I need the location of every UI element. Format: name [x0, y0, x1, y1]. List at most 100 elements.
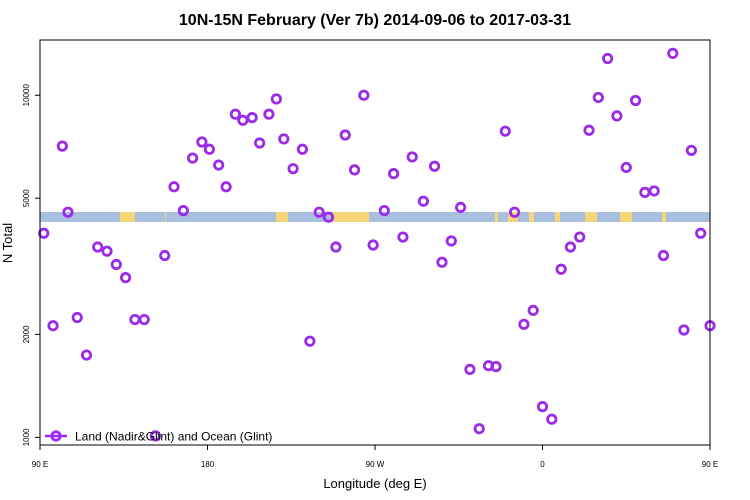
data-point: [602, 52, 614, 65]
data-point: [56, 140, 68, 152]
data-point: [629, 94, 642, 107]
data-point: [620, 161, 632, 174]
data-point: [455, 201, 467, 214]
data-point: [592, 91, 604, 104]
data-point: [270, 93, 282, 105]
data-point: [287, 163, 299, 175]
data-point: [685, 144, 697, 156]
data-point: [564, 241, 577, 253]
data-point: [367, 239, 379, 251]
legend: Land (Nadir&Glint) and Ocean (Glint): [45, 430, 272, 444]
data-points: [38, 47, 716, 442]
data-point: [546, 413, 558, 425]
data-point: [339, 129, 351, 141]
x-tick-label: 90 E: [32, 460, 48, 469]
y-axis: 1000 2000 5000 10000: [22, 84, 40, 446]
data-point: [348, 164, 361, 176]
land-segment: [333, 212, 369, 222]
data-point: [71, 311, 83, 324]
data-point: [149, 430, 161, 442]
data-point: [639, 186, 651, 198]
ocean-band: [40, 212, 710, 222]
data-point: [187, 152, 199, 164]
data-point: [406, 151, 418, 163]
y-tick-label: 5000: [22, 189, 31, 207]
data-point: [177, 205, 189, 217]
data-point: [304, 335, 316, 347]
data-point: [536, 401, 549, 413]
land-segment: [495, 212, 498, 222]
data-point: [47, 320, 59, 332]
y-axis-label: N Total: [0, 223, 15, 263]
data-point: [92, 241, 104, 253]
chart-title: 10N-15N February (Ver 7b) 2014-09-06 to …: [179, 12, 571, 29]
data-point: [428, 160, 441, 172]
x-tick-label: 90 E: [702, 460, 718, 469]
y-tick-label: 2000: [22, 325, 31, 343]
data-point: [138, 313, 150, 326]
data-point: [648, 185, 660, 197]
data-point: [518, 318, 530, 330]
data-point: [445, 235, 457, 247]
data-point: [611, 110, 623, 122]
y-tick-label: 10000: [22, 84, 31, 107]
data-point: [196, 136, 208, 148]
data-point: [296, 143, 309, 155]
data-point: [254, 137, 266, 149]
data-point: [667, 47, 679, 59]
data-point: [473, 423, 485, 435]
data-point: [574, 231, 586, 243]
data-point: [358, 89, 370, 101]
data-point: [527, 304, 539, 317]
data-point: [378, 205, 390, 217]
data-point: [120, 272, 132, 284]
data-point: [62, 206, 74, 218]
data-point: [508, 206, 521, 218]
data-point: [464, 363, 476, 376]
land-segment: [585, 212, 597, 222]
data-point: [417, 195, 429, 207]
land-segment: [620, 212, 632, 222]
x-axis-label: Longitude (deg E): [323, 476, 426, 491]
data-point: [555, 263, 567, 275]
x-tick-label: 0: [540, 460, 545, 469]
y-tick-label: 1000: [22, 428, 31, 446]
data-point: [499, 125, 511, 137]
land-segment: [120, 212, 135, 222]
data-point: [678, 324, 690, 336]
plot-frame: [39, 39, 711, 446]
data-point: [313, 206, 325, 218]
data-point: [436, 256, 448, 268]
land-segment: [555, 212, 560, 222]
land-segment: [662, 212, 666, 222]
x-axis: 90 E 180 90 W 0 90 E: [32, 445, 718, 469]
data-point: [110, 258, 122, 271]
data-point: [38, 227, 50, 239]
data-point: [397, 231, 409, 243]
data-point: [246, 112, 258, 124]
land-ocean-strip: [40, 212, 710, 222]
data-point: [168, 181, 180, 193]
data-point: [490, 361, 502, 373]
data-point: [159, 249, 171, 262]
data-point: [657, 249, 670, 262]
data-point: [129, 313, 141, 326]
land-segment: [276, 212, 288, 222]
data-point: [322, 211, 335, 223]
x-tick-label: 90 W: [366, 460, 385, 469]
x-tick-label: 180: [201, 460, 215, 469]
data-point: [237, 114, 249, 126]
data-point: [278, 133, 290, 145]
land-segment: [165, 212, 166, 222]
land-segment: [529, 212, 534, 222]
legend-marker: [50, 430, 62, 442]
data-point: [80, 349, 93, 361]
data-point: [263, 108, 275, 120]
legend-entry-label: Land (Nadir&Glint) and Ocean (Glint): [75, 430, 272, 444]
data-point: [330, 241, 342, 253]
data-point: [220, 181, 232, 193]
data-point: [101, 245, 113, 257]
data-point: [583, 124, 595, 136]
data-point: [203, 143, 215, 155]
